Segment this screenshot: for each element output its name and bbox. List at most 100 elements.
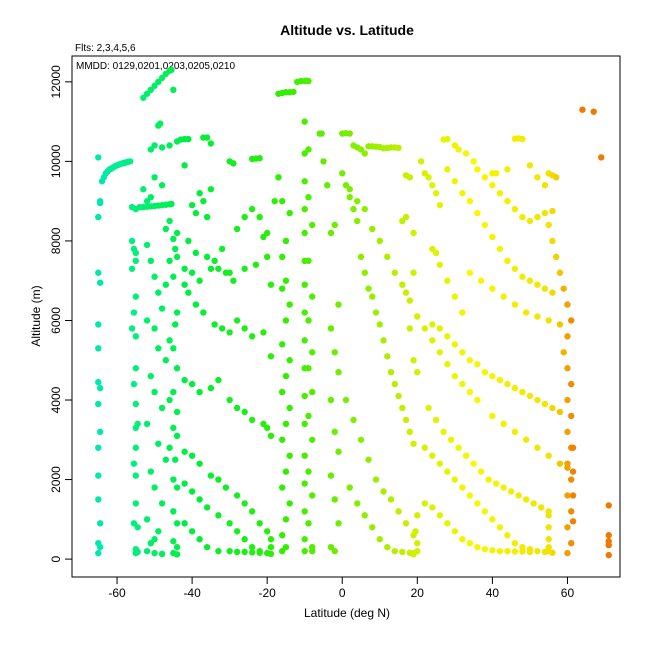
data-point [526,162,534,169]
data-point [451,372,459,380]
data-point [410,440,417,447]
data-point [173,408,181,416]
data-point [301,205,308,213]
data-point [200,197,207,205]
data-point [301,309,308,316]
data-point [444,166,451,173]
data-point [267,550,275,558]
data-point [275,174,282,181]
data-point [511,205,519,213]
data-point [196,536,203,543]
data-point [417,158,425,165]
data-point [188,380,196,388]
data-point [522,496,530,503]
data-point [200,309,207,316]
y-axis-label: Altitude (m) [29,285,43,346]
data-point [541,182,549,189]
data-point [526,277,534,284]
data-point [564,365,571,372]
data-point [147,146,155,153]
data-point [241,536,248,543]
data-point [260,329,267,336]
data-point [211,321,218,328]
data-point [436,460,444,467]
data-point [181,281,188,288]
data-point [384,253,391,261]
data-point [155,289,162,296]
data-point [166,396,173,404]
data-point [489,412,496,420]
y-tick-label: 0 [49,555,63,562]
data-point [477,468,485,475]
data-point [215,376,222,384]
data-point [267,281,275,288]
data-point [564,549,571,557]
data-point [372,476,380,483]
data-point [157,120,164,127]
data-point [511,265,519,272]
data-point [188,452,196,459]
data-point [447,436,455,443]
data-point [233,404,241,412]
data-point [282,317,290,324]
data-point [143,420,151,428]
data-point [402,416,410,424]
data-point [192,249,200,257]
data-point [564,492,571,499]
data-point [436,512,444,519]
data-point [429,337,436,344]
x-tick-label: -20 [259,586,277,600]
y-tick-label: 10000 [49,144,63,178]
data-point [354,197,361,205]
data-point [526,392,534,400]
data-point [391,547,398,555]
data-point [545,512,552,519]
data-point [357,436,365,443]
data-point [519,273,526,280]
data-point [545,547,552,555]
data-point [132,333,140,340]
data-point [263,253,271,261]
data-point [286,301,293,308]
data-point [128,237,136,245]
data-point [414,313,421,320]
data-point [173,253,181,261]
data-point [391,380,398,388]
data-point [196,190,203,197]
data-point [170,273,177,280]
data-point [151,536,158,543]
data-point [170,235,177,243]
data-point [203,253,211,261]
data-point [504,547,511,555]
data-point [384,543,391,551]
data-point [541,209,549,217]
data-point [188,528,196,535]
data-point [391,269,398,276]
data-point [519,388,526,396]
data-point [143,197,151,205]
data-point [425,404,432,412]
data-point [181,520,188,527]
data-point [282,237,290,245]
data-point [346,193,353,201]
data-point [126,158,134,165]
data-point [162,281,170,288]
data-point [556,460,564,467]
data-point [192,209,200,217]
data-point [96,279,104,286]
data-point [130,520,138,527]
data-point [459,190,466,197]
data-point [489,182,496,189]
data-point [207,472,215,479]
data-point [207,140,215,147]
data-point [241,548,248,556]
data-point [166,142,173,149]
data-point [158,182,166,189]
data-point [278,547,286,555]
data-point [549,289,556,296]
data-point [188,201,196,209]
data-point [436,261,444,268]
data-point [278,197,286,205]
data-point [151,142,158,149]
